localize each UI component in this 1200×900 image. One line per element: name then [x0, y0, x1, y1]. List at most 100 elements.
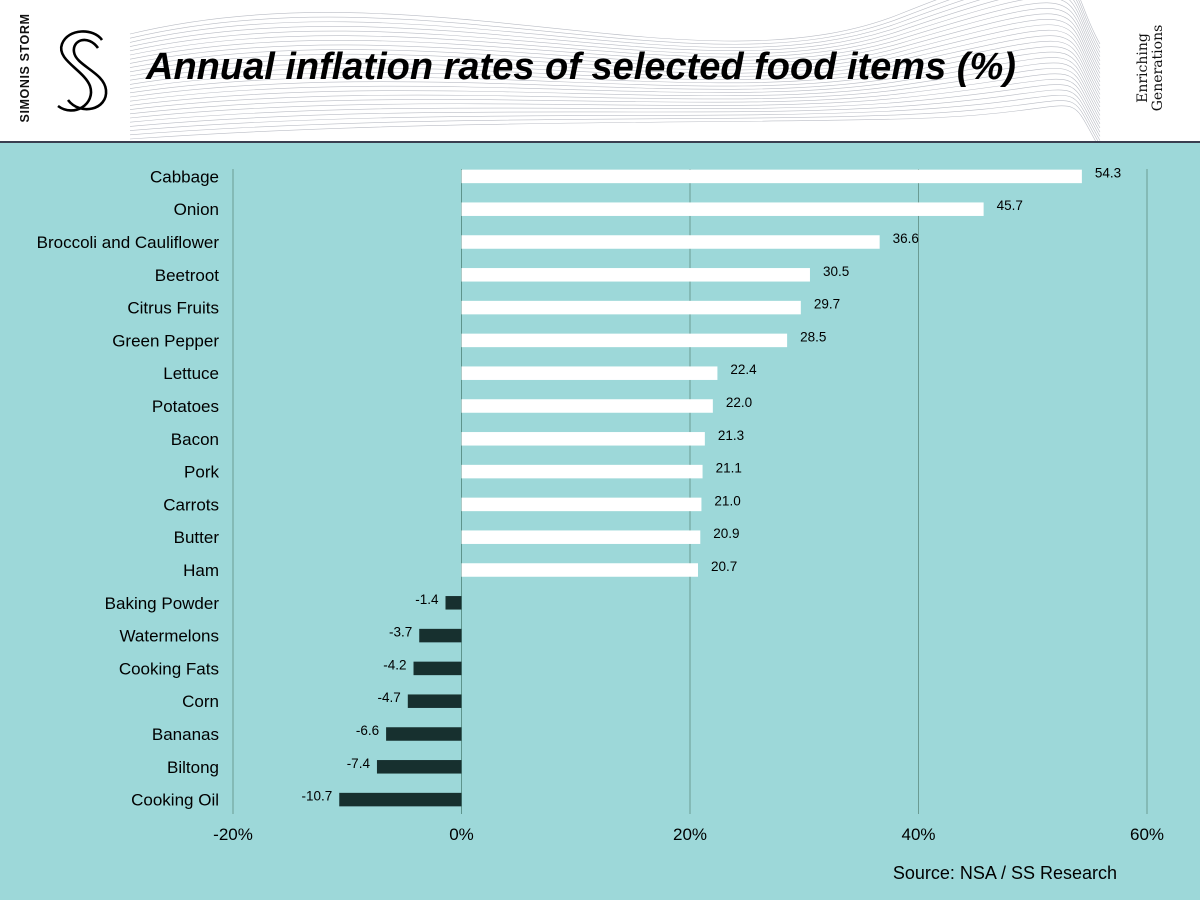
data-label: -1.4: [415, 592, 439, 607]
category-label: Green Pepper: [112, 331, 219, 350]
chart-title: Annual inflation rates of selected food …: [146, 46, 1016, 88]
bar: [419, 628, 462, 643]
data-label: -10.7: [301, 789, 332, 804]
pattern-line: [129, 40, 1101, 99]
x-tick-label: 20%: [673, 825, 707, 844]
pattern-line: [129, 105, 1096, 141]
pattern-line: [129, 57, 1101, 112]
category-label: Lettuce: [163, 364, 219, 383]
pattern-line: [129, 0, 1101, 66]
data-label: 20.9: [713, 526, 739, 541]
bar: [376, 760, 462, 774]
pattern-line: [129, 0, 1101, 53]
category-label: Pork: [184, 463, 219, 482]
pattern-line: [129, 0, 1101, 49]
bar: [461, 333, 788, 348]
data-label: 22.0: [726, 395, 752, 410]
category-label: Watermelons: [119, 627, 219, 646]
bar: [461, 366, 718, 380]
data-label: 21.3: [718, 428, 744, 443]
data-label: -7.4: [347, 756, 371, 771]
category-label: Cabbage: [150, 167, 219, 186]
pattern-line: [129, 0, 1101, 57]
data-label: 30.5: [823, 264, 849, 279]
pattern-line: [129, 29, 1101, 91]
bar-chart: -20% 0% 20% 40% 60% Cabbage 54.3 Onion 45.7 Brocc…: [37, 165, 1164, 844]
category-label: Biltong: [167, 758, 219, 777]
pattern-line: [129, 73, 1101, 124]
bar: [461, 268, 810, 282]
category-label: Onion: [174, 200, 219, 219]
bar: [339, 792, 462, 807]
category-label: Corn: [182, 692, 219, 711]
bar: [461, 169, 1082, 184]
pattern-line: [129, 68, 1101, 120]
tagline-line-2: Generations: [1150, 24, 1166, 112]
wave-pattern-decoration: [129, 0, 1101, 141]
category-label: Beetroot: [155, 266, 220, 285]
data-label: 29.7: [814, 297, 840, 312]
data-label: 20.7: [711, 559, 737, 574]
x-tick-label: 60%: [1130, 825, 1164, 844]
category-label: Citrus Fruits: [127, 299, 219, 318]
pattern-line: [129, 35, 1101, 95]
data-label: -6.6: [356, 723, 379, 738]
bar: [461, 464, 703, 479]
pattern-line: [129, 62, 1101, 116]
pattern-line: [129, 89, 1101, 137]
data-label: -3.7: [389, 625, 412, 640]
pattern-line: [129, 94, 1101, 141]
tagline-line-1: Enriching: [1135, 33, 1151, 103]
category-label: Potatoes: [152, 397, 219, 416]
source-note: Source: NSA / SS Research: [892, 863, 1117, 883]
data-label: 36.6: [893, 231, 919, 246]
plot-area: -20% 0% 20% 40% 60% Cabbage 54.3 Onion 45.7 Brocc…: [0, 143, 1200, 900]
pattern-line: [129, 84, 1101, 133]
bar: [386, 727, 462, 741]
brand-logo-icon: [57, 30, 108, 112]
pattern-line: [129, 8, 1101, 74]
data-label: 21.1: [716, 461, 742, 476]
data-label: 22.4: [730, 362, 757, 377]
data-label: -4.2: [383, 657, 406, 672]
category-label: Cooking Fats: [119, 659, 219, 678]
pattern-line: [129, 18, 1101, 82]
header: SIMONIS STORM Annual inflation rates of …: [0, 0, 1200, 143]
brand-name-text: SIMONIS STORM: [18, 13, 32, 123]
pattern-line: [129, 0, 1101, 45]
pattern-line: [129, 2, 1101, 70]
brand-name: SIMONIS STORM: [14, 12, 36, 124]
pattern-line: [129, 13, 1101, 78]
data-label: -4.7: [378, 690, 401, 705]
bar: [413, 661, 462, 676]
category-label: Baking Powder: [105, 594, 220, 613]
bar: [461, 300, 801, 315]
tagline: Enriching Generations: [1126, 12, 1176, 124]
bar: [407, 694, 462, 708]
category-label: Butter: [174, 528, 220, 547]
bar: [461, 202, 984, 216]
data-label: 54.3: [1095, 165, 1121, 180]
bar: [461, 497, 702, 512]
x-tick-label: 0%: [449, 825, 474, 844]
category-label: Ham: [183, 561, 219, 580]
data-label: 45.7: [997, 198, 1023, 213]
bar: [461, 563, 698, 577]
bar: [445, 596, 462, 610]
pattern-line: [129, 0, 1101, 61]
x-tick-label: 40%: [901, 825, 935, 844]
category-label: Bananas: [152, 725, 219, 744]
data-label: 28.5: [800, 329, 826, 344]
category-label: Cooking Oil: [131, 791, 219, 810]
bar: [461, 432, 705, 446]
bar: [461, 530, 701, 544]
pattern-line: [129, 78, 1101, 129]
data-label: 21.0: [714, 493, 740, 508]
category-label: Bacon: [171, 430, 219, 449]
x-tick-label: -20%: [213, 825, 253, 844]
pattern-line: [129, 24, 1101, 87]
bar: [461, 399, 713, 413]
pattern-line: [129, 51, 1101, 108]
pattern-line: [129, 100, 1099, 141]
bar: [461, 235, 880, 249]
